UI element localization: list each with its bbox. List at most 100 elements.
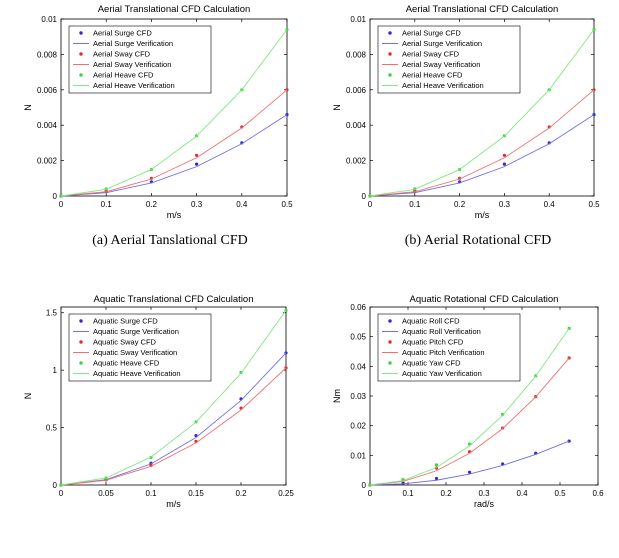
- series-point-1: [195, 162, 199, 166]
- x-tick-label: 0.3: [478, 489, 490, 498]
- x-axis-label: rad/s: [474, 499, 495, 509]
- series-line-2: [60, 114, 288, 197]
- legend-entry: Aerial Surge CFD: [402, 29, 461, 38]
- chart-panel-3: Aquatic Translational CFD Calculation 0 0.…: [23, 294, 294, 558]
- x-tick-label: 0.2: [235, 489, 247, 498]
- legend-entry: Aquatic Heave CFD: [93, 359, 160, 368]
- y-tick-label: 0.06: [350, 303, 366, 312]
- chart-panel-4: Aquatic Rotational CFD Calculation 0 0.1 0.…: [332, 294, 604, 558]
- legend-entry: Aquatic Roll Verification: [402, 327, 481, 336]
- y-tick-label: 0.008: [37, 50, 58, 59]
- series-line-2: [60, 352, 287, 486]
- legend-entry: Aerial Heave Verification: [93, 81, 175, 90]
- y-tick-label: 0.02: [350, 422, 366, 431]
- y-tick-label: 0.006: [37, 86, 58, 95]
- x-tick-label: 0.15: [188, 489, 204, 498]
- legend-entry: Aquatic Roll CFD: [402, 317, 460, 326]
- x-tick-label: 0.6: [592, 489, 604, 498]
- y-axis-label: N: [23, 104, 33, 111]
- y-tick-label: 0.01: [350, 15, 366, 24]
- x-tick-label: 0.4: [236, 200, 248, 209]
- series-line-4: [369, 89, 595, 197]
- series-line-4: [369, 357, 570, 486]
- legend-entry: Aquatic Pitch CFD: [402, 338, 464, 347]
- legend-swatch-point: [388, 340, 392, 344]
- y-tick-label: 0.03: [350, 392, 366, 401]
- x-tick-label: 0.1: [402, 489, 414, 498]
- legend-entry: Aerial Heave CFD: [93, 71, 154, 80]
- series-point-3: [195, 153, 199, 157]
- legend-swatch-point: [388, 319, 392, 323]
- legend-swatch-point: [388, 31, 392, 35]
- y-tick-label: 0.05: [350, 333, 366, 342]
- y-tick-label: 0.01: [350, 451, 366, 460]
- chart-panel-1: Aerial Translational CFD Calculation 0 0.1…: [23, 4, 293, 248]
- series-point-3: [502, 153, 506, 157]
- legend-swatch-point: [388, 361, 392, 365]
- series-line-6: [369, 29, 595, 197]
- legend-box: [68, 25, 212, 94]
- legend-entry: Aquatic Surge CFD: [93, 317, 158, 326]
- x-tick-label: 0.2: [146, 200, 158, 209]
- legend-entry: Aquatic Yaw CFD: [402, 359, 461, 368]
- x-tick-label: 0.1: [145, 489, 157, 498]
- legend-entry: Aerial Surge Verification: [93, 39, 173, 48]
- x-tick-label: 0.25: [278, 489, 294, 498]
- x-tick-label: 0.3: [499, 200, 511, 209]
- x-tick-label: 0.3: [191, 200, 203, 209]
- y-tick-label: 0.04: [350, 362, 366, 371]
- x-tick-label: 0.5: [281, 200, 293, 209]
- chart-title: Aerial Translational CFD Calculation: [406, 4, 559, 15]
- x-axis-label: m/s: [167, 210, 182, 220]
- legend-swatch-point: [388, 73, 392, 77]
- legend-entry: Aerial Surge Verification: [402, 39, 482, 48]
- y-tick-label: 0.01: [41, 15, 57, 24]
- legend-swatch-point: [79, 31, 83, 35]
- legend-entry: Aerial Sway Verification: [402, 60, 480, 69]
- y-tick-label: 1.5: [46, 309, 58, 318]
- y-tick-label: 0.002: [37, 157, 58, 166]
- legend-entry: Aquatic Pitch Verification: [402, 348, 485, 357]
- y-axis-label: N: [23, 393, 33, 400]
- x-tick-label: 0.05: [98, 489, 114, 498]
- x-tick-label: 0.5: [554, 489, 566, 498]
- x-tick-label: 0: [59, 200, 64, 209]
- legend-entry: Aerial Heave CFD: [402, 71, 463, 80]
- legend-swatch-point: [388, 52, 392, 56]
- legend-swatch-point: [79, 73, 83, 77]
- series-line-6: [60, 29, 288, 197]
- legend-entry: Aquatic Yaw Verification: [402, 369, 482, 378]
- subfigure-caption: (a) Aerial Tanslational CFD: [92, 233, 247, 248]
- legend-swatch-point: [79, 340, 83, 344]
- x-tick-label: 0.2: [440, 489, 452, 498]
- series-point-1: [401, 481, 405, 485]
- series-point-1: [434, 476, 439, 481]
- legend-entry: Aerial Heave Verification: [402, 81, 484, 90]
- series-point-5: [501, 412, 505, 416]
- legend-entry: Aerial Sway CFD: [402, 50, 460, 59]
- x-tick-label: 0.5: [588, 200, 600, 209]
- y-tick-label: 0: [362, 481, 367, 490]
- chart-panel-2: Aerial Translational CFD Calculation 0 0.1…: [332, 4, 600, 248]
- chart-title: Aquatic Rotational CFD Calculation: [410, 294, 559, 305]
- legend-entry: Aquatic Heave Verification: [93, 369, 181, 378]
- y-tick-label: 0: [362, 192, 367, 201]
- y-tick-label: 0: [53, 192, 58, 201]
- x-tick-label: 0: [368, 489, 373, 498]
- series-line-6: [60, 310, 287, 486]
- legend-box: [377, 313, 521, 382]
- x-tick-label: 0: [59, 489, 64, 498]
- series-point-1: [502, 162, 506, 166]
- y-axis-label: N: [332, 104, 342, 111]
- series-point-1: [467, 470, 472, 474]
- series-line-6: [369, 328, 570, 486]
- legend-entry: Aerial Surge CFD: [93, 29, 152, 38]
- chart-title: Aquatic Translational CFD Calculation: [94, 294, 254, 305]
- legend-box: [68, 313, 212, 382]
- legend-entry: Aquatic Surge Verification: [93, 327, 179, 336]
- legend-swatch-point: [79, 361, 83, 365]
- series-line-4: [60, 89, 288, 197]
- legend-swatch-point: [79, 52, 83, 56]
- y-tick-label: 0.006: [346, 86, 367, 95]
